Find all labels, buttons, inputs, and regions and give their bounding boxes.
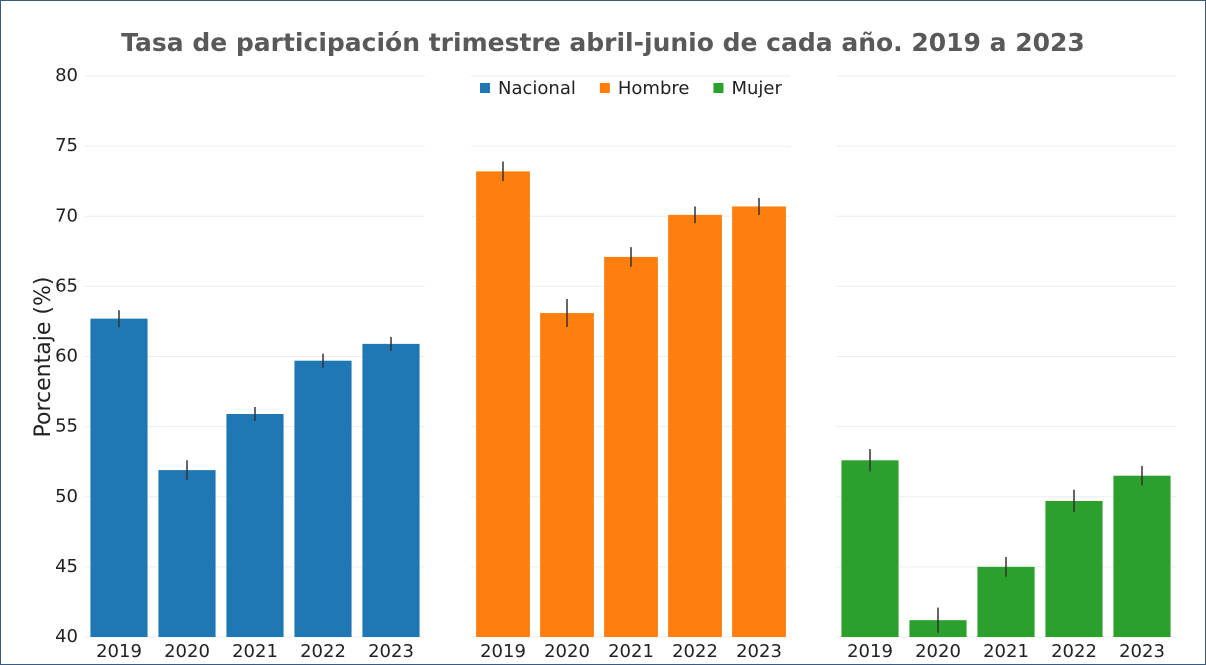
y-tick-label: 65	[55, 275, 78, 296]
bar	[158, 470, 216, 637]
x-tick-label: 2022	[300, 641, 346, 662]
x-tick-label: 2021	[232, 641, 278, 662]
bar	[841, 460, 899, 637]
y-tick-label: 55	[55, 416, 78, 437]
x-tick-label: 2020	[544, 641, 590, 662]
bar	[90, 318, 148, 637]
bar	[604, 256, 658, 637]
bar	[540, 313, 594, 637]
y-tick-label: 75	[55, 135, 78, 156]
x-tick-label: 2020	[164, 641, 210, 662]
x-tick-label: 2021	[608, 641, 654, 662]
y-tick-label: 40	[55, 626, 78, 647]
y-tick-label: 80	[55, 65, 78, 86]
legend-label: Mujer	[731, 78, 782, 99]
x-tick-label: 2019	[480, 641, 526, 662]
legend-swatch	[713, 83, 724, 93]
chart-title: Tasa de participación trimestre abril-ju…	[121, 28, 1085, 57]
y-tick-label: 50	[55, 486, 78, 507]
x-tick-label: 2023	[368, 641, 414, 662]
bar	[1113, 475, 1171, 637]
bar	[977, 566, 1035, 637]
x-tick-label: 2022	[1051, 641, 1097, 662]
legend-label: Hombre	[618, 78, 690, 99]
x-tick-label: 2021	[983, 641, 1029, 662]
y-tick-label: 45	[55, 556, 78, 577]
x-tick-label: 2019	[847, 641, 893, 662]
y-axis-label: Porcentaje (%)	[31, 277, 56, 438]
bar	[226, 414, 284, 637]
bar	[362, 343, 420, 637]
y-tick-label: 70	[55, 205, 78, 226]
bar	[294, 360, 352, 637]
x-tick-label: 2022	[672, 641, 718, 662]
x-tick-label: 2023	[736, 641, 782, 662]
x-tick-label: 2020	[915, 641, 961, 662]
bar	[732, 206, 786, 637]
x-tick-label: 2019	[96, 641, 142, 662]
legend-label: Nacional	[498, 78, 576, 99]
x-tick-label: 2023	[1119, 641, 1165, 662]
legend-swatch	[480, 83, 490, 93]
bar	[1045, 500, 1103, 637]
y-tick-label: 60	[55, 346, 78, 367]
bar	[476, 171, 530, 637]
legend-swatch	[599, 83, 610, 93]
bar	[668, 214, 722, 637]
